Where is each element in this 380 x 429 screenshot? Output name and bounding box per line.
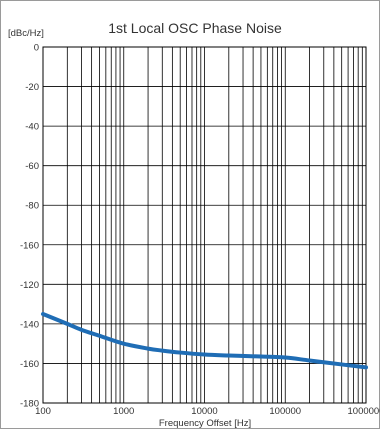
plot-border [42, 46, 367, 404]
x-tick-label: 100000 [269, 406, 301, 417]
y-tick-label: -20 [25, 82, 39, 93]
y-tick-label: -140 [20, 319, 39, 330]
y-tick-label: -160 [20, 240, 39, 251]
y-tick-label: -60 [25, 161, 39, 172]
y-tick-label: -120 [20, 280, 39, 291]
y-tick-label: -40 [25, 122, 39, 133]
x-tick-label: 1000 [113, 406, 134, 417]
y-axis-unit-label: [dBc/Hz] [8, 28, 44, 39]
x-tick-label: 1000000 [348, 406, 380, 417]
y-tick-labels: 0 -20 -40 -60 -80 -160 -120 -140 -160 -180 [20, 43, 39, 410]
x-axis-label: Frequency Offset [Hz] [159, 418, 251, 429]
x-tick-labels: 100 1000 10000 100000 1000000 [35, 406, 380, 417]
y-tick-label: -160 [20, 359, 39, 370]
x-tick-label: 100 [35, 406, 51, 417]
y-tick-label: -180 [20, 399, 39, 410]
x-tick-label: 10000 [191, 406, 217, 417]
y-tick-label: -80 [25, 201, 39, 212]
grid-lines [43, 47, 366, 403]
chart-title: 1st Local OSC Phase Noise [108, 20, 282, 36]
series-line-phase-noise [41, 312, 368, 370]
y-tick-label: 0 [34, 43, 39, 54]
